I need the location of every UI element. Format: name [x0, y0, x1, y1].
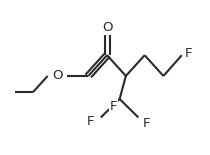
Text: F: F: [87, 115, 94, 128]
Text: O: O: [102, 21, 112, 34]
Text: F: F: [185, 47, 192, 60]
Text: O: O: [52, 69, 62, 82]
Text: F: F: [110, 100, 117, 113]
Text: F: F: [143, 117, 151, 130]
